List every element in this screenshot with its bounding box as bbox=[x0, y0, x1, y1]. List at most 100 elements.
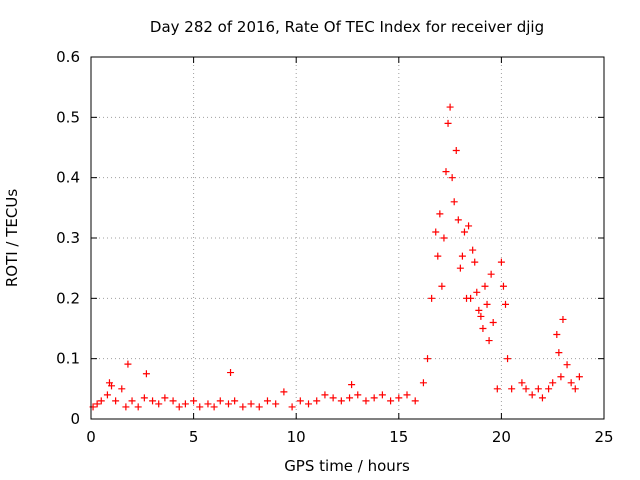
data-point bbox=[224, 400, 232, 408]
data-point bbox=[477, 312, 485, 320]
data-point bbox=[444, 119, 452, 127]
data-point bbox=[438, 282, 446, 290]
data-point bbox=[134, 403, 142, 411]
data-point bbox=[485, 337, 493, 345]
data-point bbox=[575, 373, 583, 381]
data-point bbox=[403, 391, 411, 399]
data-point bbox=[169, 397, 177, 405]
data-point bbox=[522, 385, 530, 393]
data-point bbox=[112, 397, 120, 405]
data-point bbox=[108, 382, 116, 390]
data-point bbox=[450, 198, 458, 206]
grid bbox=[91, 57, 604, 419]
data-point bbox=[247, 400, 255, 408]
data-point bbox=[448, 174, 456, 182]
data-point bbox=[196, 403, 204, 411]
y-tick-label: 0.4 bbox=[56, 169, 80, 187]
data-point bbox=[280, 388, 288, 396]
data-point bbox=[475, 306, 483, 314]
data-point bbox=[210, 403, 218, 411]
data-point bbox=[181, 400, 189, 408]
x-tick-label: 25 bbox=[594, 428, 613, 446]
data-point bbox=[321, 391, 329, 399]
data-point bbox=[216, 397, 224, 405]
data-point bbox=[465, 222, 473, 230]
data-point bbox=[567, 379, 575, 387]
data-point bbox=[446, 103, 454, 111]
data-point bbox=[296, 397, 304, 405]
data-point bbox=[508, 385, 516, 393]
data-point bbox=[571, 385, 579, 393]
data-point bbox=[305, 400, 313, 408]
data-point bbox=[142, 370, 150, 378]
data-point bbox=[489, 318, 497, 326]
data-point bbox=[553, 331, 561, 339]
data-point bbox=[458, 252, 466, 260]
data-point bbox=[354, 391, 362, 399]
data-point bbox=[502, 300, 510, 308]
data-point bbox=[362, 397, 370, 405]
data-point bbox=[467, 294, 475, 302]
data-point bbox=[545, 385, 553, 393]
data-point bbox=[555, 349, 563, 357]
data-point bbox=[204, 400, 212, 408]
data-point bbox=[460, 228, 468, 236]
data-point bbox=[471, 258, 479, 266]
data-point bbox=[557, 373, 565, 381]
data-point bbox=[118, 385, 126, 393]
data-point bbox=[124, 360, 132, 368]
data-point bbox=[231, 397, 239, 405]
data-point bbox=[348, 381, 356, 389]
data-point bbox=[428, 294, 436, 302]
y-tick-label: 0.2 bbox=[56, 289, 80, 307]
data-point bbox=[93, 400, 101, 408]
data-point bbox=[424, 355, 432, 363]
data-point bbox=[504, 355, 512, 363]
data-point bbox=[434, 252, 442, 260]
x-axis-label: GPS time / hours bbox=[284, 457, 410, 475]
axis-ticks: 0 5 10 15 20 25 0 0.1 0.2 0.3 0.4 0.5 0.6 bbox=[56, 48, 613, 446]
data-point bbox=[473, 288, 481, 296]
data-point bbox=[497, 258, 505, 266]
data-point bbox=[481, 282, 489, 290]
data-point bbox=[479, 325, 487, 332]
data-point bbox=[534, 385, 542, 393]
data-point bbox=[483, 300, 491, 308]
data-point bbox=[432, 228, 440, 236]
data-point bbox=[155, 400, 163, 408]
data-point bbox=[239, 403, 247, 411]
data-point bbox=[227, 369, 235, 377]
data-point bbox=[469, 246, 477, 254]
data-point bbox=[175, 403, 183, 411]
data-point bbox=[549, 379, 557, 387]
x-tick-label: 20 bbox=[492, 428, 511, 446]
x-tick-label: 0 bbox=[86, 428, 96, 446]
data-point bbox=[419, 379, 427, 387]
y-tick-label: 0 bbox=[70, 410, 80, 428]
data-point bbox=[370, 394, 378, 402]
data-point bbox=[329, 394, 337, 402]
data-point bbox=[538, 394, 546, 402]
data-point bbox=[442, 168, 450, 176]
data-point bbox=[454, 216, 462, 224]
data-point bbox=[149, 397, 157, 405]
data-point bbox=[378, 391, 386, 399]
data-point bbox=[140, 394, 148, 402]
y-tick-label: 0.6 bbox=[56, 48, 80, 66]
y-tick-label: 0.3 bbox=[56, 229, 80, 247]
data-point bbox=[563, 361, 571, 369]
data-point bbox=[313, 397, 321, 405]
data-point bbox=[456, 264, 464, 272]
data-point bbox=[97, 397, 105, 405]
data-point bbox=[436, 210, 444, 218]
y-tick-label: 0.1 bbox=[56, 350, 80, 368]
data-point bbox=[487, 270, 495, 278]
data-point bbox=[559, 315, 567, 323]
data-point bbox=[518, 379, 526, 387]
data-point bbox=[255, 403, 263, 411]
data-point bbox=[103, 391, 111, 399]
data-points bbox=[89, 103, 583, 411]
data-point bbox=[161, 394, 169, 402]
data-point bbox=[528, 391, 536, 399]
